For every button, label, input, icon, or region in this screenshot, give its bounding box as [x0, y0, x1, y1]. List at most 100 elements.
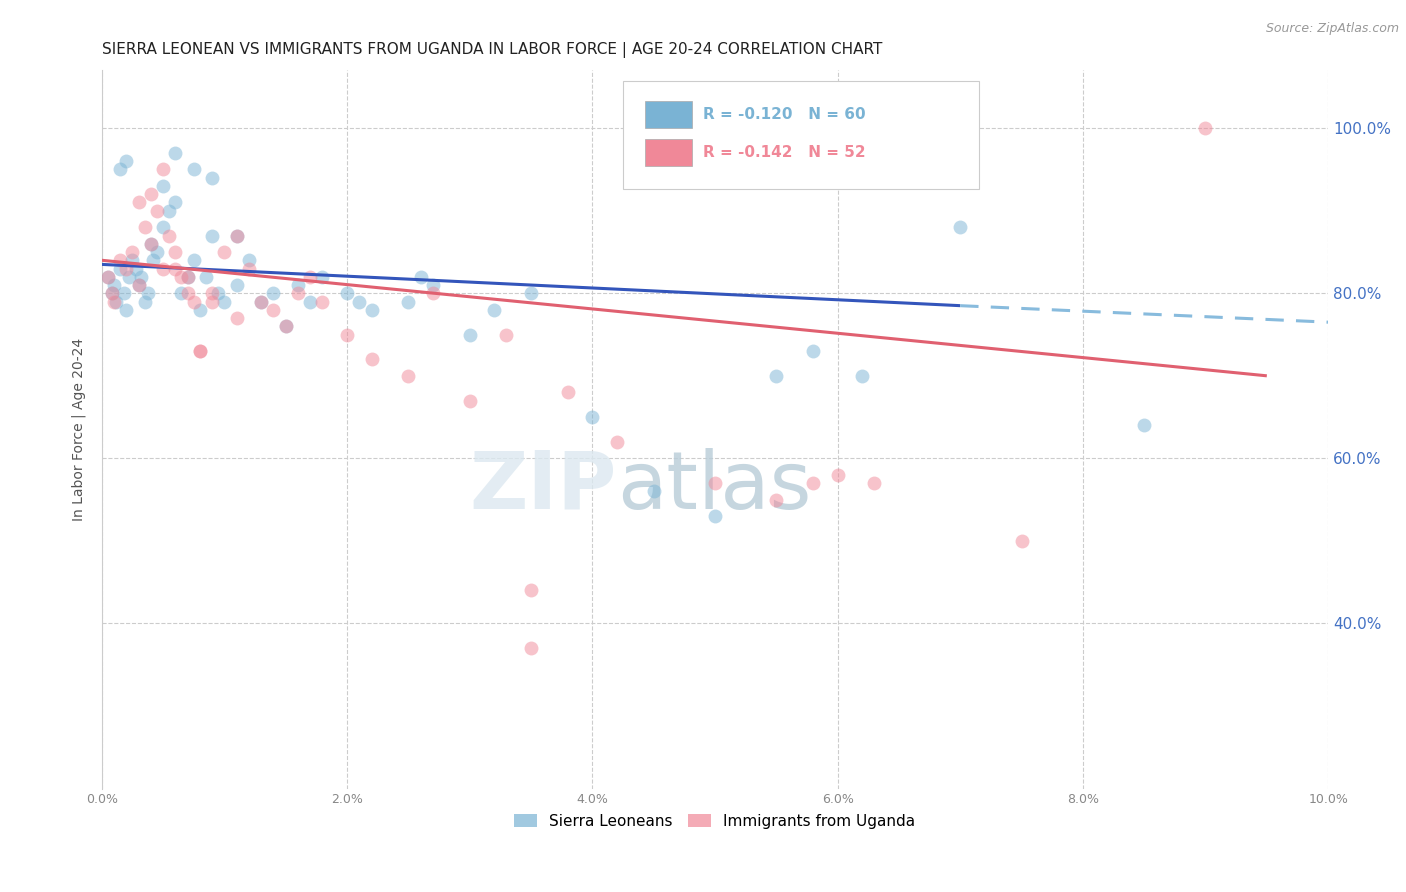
Point — [1194, 121, 1216, 136]
Point — [287, 286, 309, 301]
Point — [225, 311, 247, 326]
Point — [827, 467, 849, 482]
Point — [238, 261, 260, 276]
Point — [128, 278, 150, 293]
Point — [201, 170, 224, 185]
Point — [152, 162, 174, 177]
Point — [299, 294, 322, 309]
Point — [112, 286, 135, 301]
Point — [128, 195, 150, 210]
Point — [703, 509, 725, 524]
Point — [129, 269, 152, 284]
Point — [115, 154, 138, 169]
Point — [103, 294, 125, 309]
Point — [801, 344, 824, 359]
Text: Source: ZipAtlas.com: Source: ZipAtlas.com — [1265, 22, 1399, 36]
Point — [170, 269, 193, 284]
Point — [157, 203, 180, 218]
Point — [97, 269, 120, 284]
Point — [152, 220, 174, 235]
Point — [139, 236, 162, 251]
Point — [336, 327, 359, 342]
Point — [165, 195, 187, 210]
Point — [201, 286, 224, 301]
Point — [225, 278, 247, 293]
Point — [176, 269, 198, 284]
Point — [121, 253, 143, 268]
Point — [274, 319, 297, 334]
Point — [520, 641, 543, 656]
Legend: Sierra Leoneans, Immigrants from Uganda: Sierra Leoneans, Immigrants from Uganda — [508, 807, 921, 835]
Point — [115, 261, 138, 276]
Point — [396, 294, 419, 309]
Point — [152, 179, 174, 194]
Point — [97, 269, 120, 284]
Point — [250, 294, 273, 309]
Point — [262, 302, 284, 317]
Point — [409, 269, 432, 284]
Point — [170, 286, 193, 301]
Point — [152, 261, 174, 276]
Point — [201, 228, 224, 243]
Point — [188, 302, 211, 317]
Point — [165, 245, 187, 260]
Point — [495, 327, 517, 342]
Point — [349, 294, 371, 309]
Point — [121, 245, 143, 260]
Point — [100, 286, 122, 301]
Point — [1133, 418, 1156, 433]
Point — [207, 286, 229, 301]
Point — [108, 162, 131, 177]
Point — [146, 203, 169, 218]
Text: R = -0.142   N = 52: R = -0.142 N = 52 — [703, 145, 865, 160]
Point — [360, 352, 382, 367]
Point — [214, 294, 236, 309]
Point — [201, 294, 224, 309]
Point — [606, 434, 628, 449]
Point — [136, 286, 159, 301]
Point — [194, 269, 217, 284]
Point — [863, 476, 886, 491]
Point — [176, 269, 198, 284]
Point — [262, 286, 284, 301]
Point — [214, 245, 236, 260]
Text: ZIP: ZIP — [470, 448, 617, 526]
Point — [139, 187, 162, 202]
Point — [1011, 533, 1033, 548]
Point — [188, 344, 211, 359]
Point — [139, 236, 162, 251]
Point — [146, 245, 169, 260]
Point — [250, 294, 273, 309]
Point — [949, 220, 972, 235]
Point — [134, 294, 156, 309]
Point — [238, 253, 260, 268]
Point — [703, 476, 725, 491]
Point — [765, 368, 787, 383]
Point — [396, 368, 419, 383]
Point — [105, 294, 128, 309]
Point — [125, 261, 148, 276]
Y-axis label: In Labor Force | Age 20-24: In Labor Force | Age 20-24 — [72, 338, 86, 521]
Point — [557, 385, 579, 400]
Point — [311, 269, 333, 284]
Point — [183, 253, 205, 268]
Point — [520, 286, 543, 301]
Point — [157, 228, 180, 243]
Point — [643, 484, 665, 499]
FancyBboxPatch shape — [645, 138, 692, 166]
Point — [458, 327, 481, 342]
Point — [336, 286, 359, 301]
Point — [225, 228, 247, 243]
Point — [311, 294, 333, 309]
Point — [360, 302, 382, 317]
FancyBboxPatch shape — [623, 81, 979, 189]
Point — [422, 278, 444, 293]
Point — [176, 286, 198, 301]
FancyBboxPatch shape — [645, 101, 692, 128]
Point — [188, 344, 211, 359]
Point — [851, 368, 873, 383]
Point — [128, 278, 150, 293]
Point — [520, 583, 543, 598]
Point — [422, 286, 444, 301]
Point — [225, 228, 247, 243]
